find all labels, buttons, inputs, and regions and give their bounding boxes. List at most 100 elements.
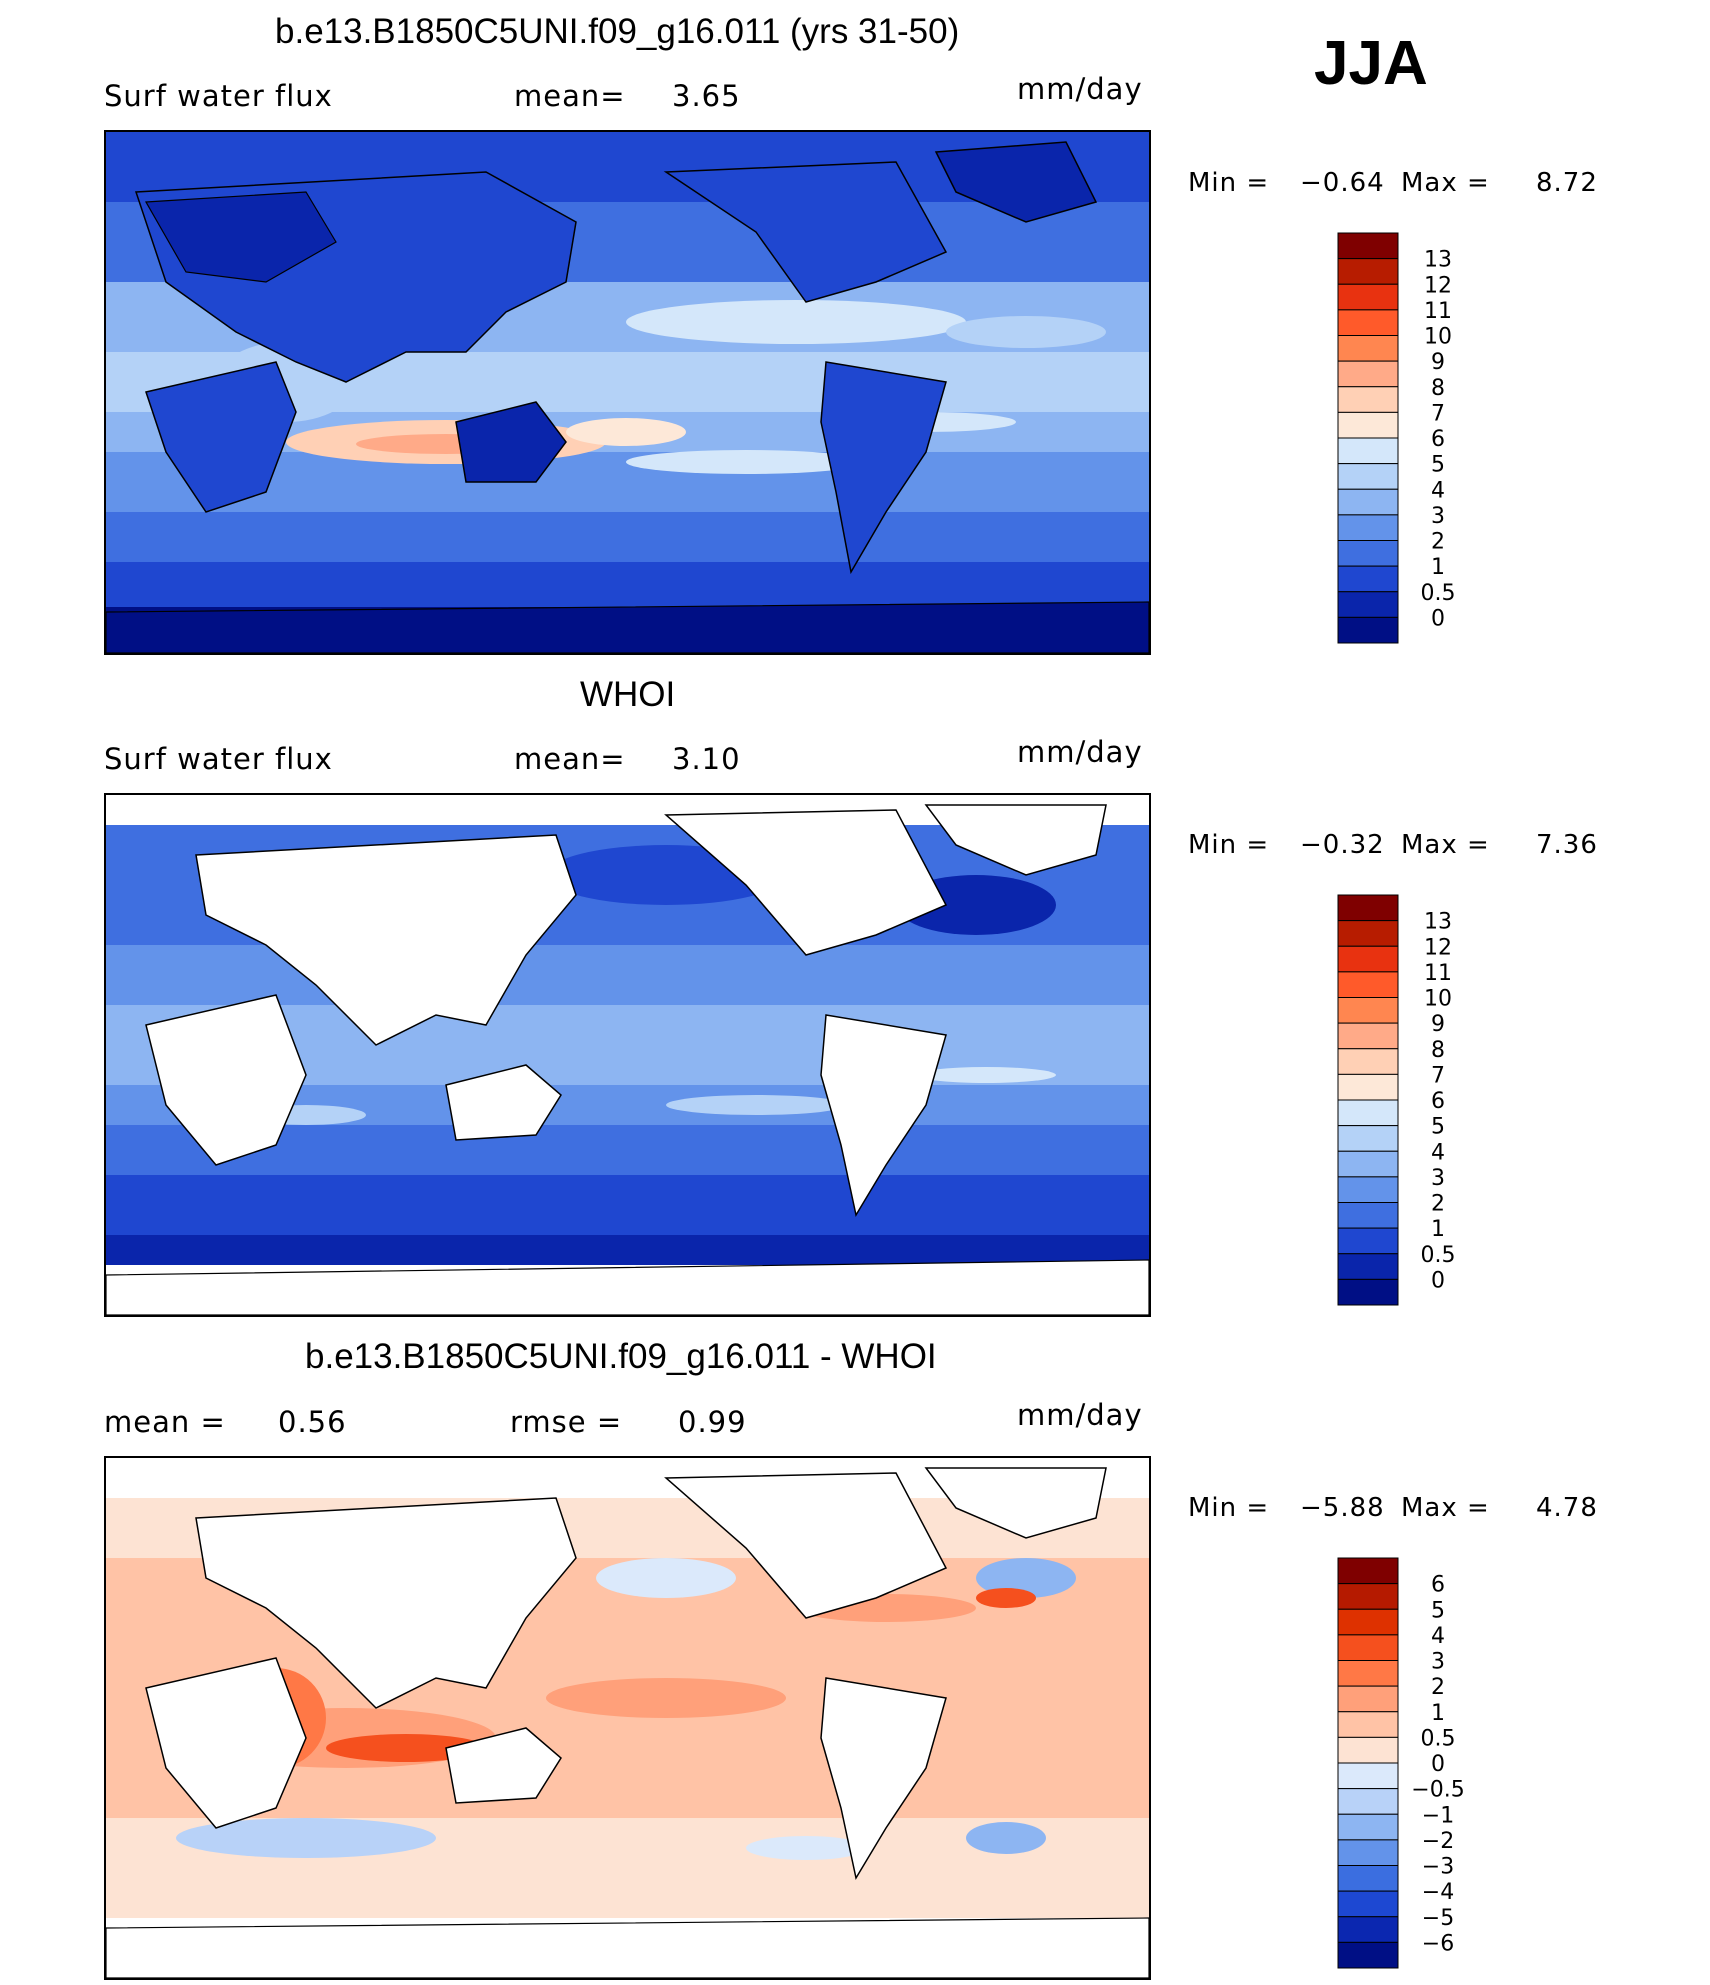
variable-label: Surf water flux: [104, 742, 333, 776]
colorbar-tick-label: 12: [1424, 935, 1452, 960]
colorbar-swatch: [1337, 540, 1399, 567]
colorbar-swatch: [1337, 258, 1399, 285]
colorbar-swatch: [1337, 1253, 1399, 1280]
mean-value: 3.10: [672, 742, 741, 776]
colorbar-tick-label: −6: [1422, 1931, 1454, 1956]
colorbar-tick-label: 0.5: [1421, 1726, 1456, 1751]
colorbar-tick-label: 2: [1431, 1192, 1445, 1217]
colorbar-swatch: [1337, 1099, 1399, 1127]
max-value: 8.72: [1536, 168, 1598, 198]
season-label: JJA: [1314, 29, 1428, 98]
variable-label: Surf water flux: [104, 79, 333, 113]
colorbar-swatch: [1337, 1890, 1399, 1918]
colorbar-tick-label: 5: [1431, 1598, 1445, 1623]
colorbar-swatch: [1337, 1227, 1399, 1255]
colorbar-obs: 13 12 11 10 9 8 7 6 5 4 3 2 1 0.5 0: [1337, 894, 1497, 1307]
colorbar-tick-label: 2: [1431, 530, 1445, 555]
colorbar-swatch: [1337, 1736, 1399, 1764]
colorbar-tick-label: 6: [1431, 1089, 1445, 1114]
colorbar-tick-label: 7: [1431, 401, 1445, 426]
colorbar-swatch: [1337, 1202, 1399, 1229]
colorbar-swatch: [1337, 1916, 1399, 1943]
colorbar-swatch: [1337, 997, 1399, 1024]
colorbar-tick-label: −1: [1422, 1803, 1454, 1828]
colorbar-swatch: [1337, 411, 1399, 439]
mean-label: mean=: [514, 742, 626, 776]
colorbar-tick-label: −2: [1422, 1829, 1454, 1854]
colorbar-tick-label: 13: [1424, 910, 1452, 935]
colorbar-tick-label: −0.5: [1411, 1778, 1464, 1803]
colorbar-tick-label: 4: [1431, 478, 1445, 503]
colorbar-tick-label: 9: [1431, 1012, 1445, 1037]
colorbar-swatch: [1337, 1073, 1399, 1101]
colorbar-tick-label: 3: [1431, 504, 1445, 529]
colorbar-swatch: [1337, 309, 1399, 336]
units-label: mm/day: [1017, 72, 1143, 106]
colorbar-tick-label: 13: [1424, 248, 1452, 273]
mean-value: 3.65: [672, 79, 741, 113]
min-label: Min =: [1188, 168, 1270, 198]
colorbar-tick-label: 1: [1431, 555, 1445, 580]
colorbar-swatch: [1337, 1048, 1399, 1075]
colorbar-swatch: [1337, 920, 1399, 947]
colorbar-swatch: [1337, 1788, 1399, 1815]
colorbar-tick-label: 1: [1431, 1217, 1445, 1242]
colorbar-tick-label: 4: [1431, 1140, 1445, 1165]
colorbar-swatch: [1337, 335, 1399, 362]
colorbar-swatch: [1337, 1711, 1399, 1738]
colorbar-tick-label: 11: [1424, 299, 1452, 324]
colorbar-swatch: [1337, 971, 1399, 998]
colorbar-tick-label: −3: [1422, 1855, 1454, 1880]
units-label: mm/day: [1017, 735, 1143, 769]
colorbar-tick-label: 3: [1431, 1650, 1445, 1675]
rmse-value: 0.99: [678, 1405, 747, 1439]
colorbar-tick-label: 3: [1431, 1166, 1445, 1191]
colorbar-swatch: [1337, 283, 1399, 311]
colorbar-swatch: [1337, 1176, 1399, 1203]
colorbar-swatch: [1337, 1941, 1399, 1969]
mean-value: 0.56: [278, 1405, 347, 1439]
colorbar-swatch: [1337, 386, 1399, 413]
max-label: Max =: [1401, 168, 1490, 198]
colorbar-tick-label: 4: [1431, 1624, 1445, 1649]
colorbar-swatch: [1337, 945, 1399, 973]
colorbar-tick-label: 7: [1431, 1063, 1445, 1088]
min-value: −0.32: [1300, 830, 1385, 860]
map-obs-field: [106, 795, 1149, 1315]
colorbar-tick-label: 11: [1424, 961, 1452, 986]
colorbar-model: 13 12 11 10 9 8 7 6 5 4 3 2 1 0.5 0: [1337, 232, 1497, 645]
colorbar-tick-label: 1: [1431, 1701, 1445, 1726]
colorbar-swatch: [1337, 1839, 1399, 1866]
colorbar-swatch: [1337, 1865, 1399, 1892]
map-diff-field: [106, 1458, 1149, 1978]
colorbar-tick-label: 9: [1431, 350, 1445, 375]
colorbar-tick-label: 12: [1424, 273, 1452, 298]
mean-label: mean =: [104, 1405, 226, 1439]
panel-title: WHOI: [580, 675, 676, 714]
colorbar-tick-label: −5: [1422, 1906, 1454, 1931]
colorbar-swatch: [1337, 1022, 1399, 1050]
colorbar-tick-label: −4: [1422, 1880, 1454, 1905]
colorbar-tick-label: 5: [1431, 1115, 1445, 1140]
max-value: 4.78: [1536, 1493, 1598, 1523]
colorbar-tick-label: 0.5: [1421, 581, 1456, 606]
colorbar-swatch: [1337, 1278, 1399, 1306]
colorbar-tick-label: 10: [1424, 325, 1452, 350]
max-label: Max =: [1401, 830, 1490, 860]
colorbar-swatch: [1337, 1634, 1399, 1661]
min-label: Min =: [1188, 1493, 1270, 1523]
colorbar-tick-label: 10: [1424, 987, 1452, 1012]
mean-label: mean=: [514, 79, 626, 113]
colorbar-tick-label: 8: [1431, 376, 1445, 401]
colorbar-tick-label: 0.5: [1421, 1243, 1456, 1268]
colorbar-diff: 6 5 4 3 2 1 0.5 0 −0.5 −1 −2 −3 −4 −5 −6: [1328, 1557, 1508, 1970]
colorbar-tick-label: 5: [1431, 453, 1445, 478]
min-value: −0.64: [1300, 168, 1385, 198]
units-label: mm/day: [1017, 1398, 1143, 1432]
colorbar-swatch: [1337, 488, 1399, 516]
colorbar-swatch: [1337, 1583, 1399, 1610]
colorbar-tick-label: 6: [1431, 1573, 1445, 1598]
